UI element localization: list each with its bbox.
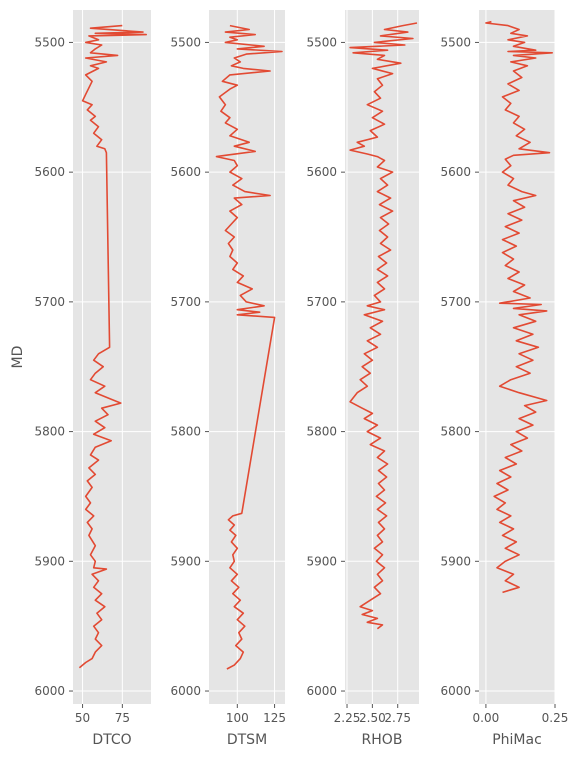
y-tick-label: 6000 <box>170 684 201 698</box>
y-tick-label: 6000 <box>34 684 65 698</box>
y-tick-label: 5700 <box>306 295 337 309</box>
x-tick-label: 100 <box>226 711 249 725</box>
x-tick-label: 2.50 <box>359 711 386 725</box>
panel-background <box>209 10 285 704</box>
y-axis-label: MD <box>10 346 26 369</box>
y-tick-label: 5500 <box>440 35 471 49</box>
x-axis-label: DTSM <box>227 732 267 748</box>
y-tick-label: 5800 <box>34 425 65 439</box>
y-tick-label: 5500 <box>170 35 201 49</box>
x-tick-label: 2.25 <box>334 711 361 725</box>
y-tick-label: 5500 <box>34 35 65 49</box>
y-tick-label: 5700 <box>440 295 471 309</box>
y-tick-label: 5800 <box>440 425 471 439</box>
x-tick-label: 75 <box>115 711 130 725</box>
x-tick-label: 125 <box>263 711 286 725</box>
y-tick-label: 5700 <box>34 295 65 309</box>
panel-dtco: 5500 5600 5700 5800 5900 6000 50 75 DTCO <box>34 10 151 748</box>
panel-background <box>73 10 151 704</box>
series-line-rhob <box>349 22 418 630</box>
series-line-dtsm <box>215 24 283 670</box>
panel-rhob: 5500 5600 5700 5800 5900 6000 2.252.502.75 RHOB <box>306 10 419 748</box>
series-line-phimac <box>485 20 554 594</box>
panel-background <box>345 10 419 704</box>
y-tick-label: 6000 <box>306 684 337 698</box>
y-tick-label: 5800 <box>306 425 337 439</box>
y-tick-label: 5900 <box>170 554 201 568</box>
x-axis-label: PhiMac <box>492 732 542 748</box>
x-tick-label: 0.00 <box>473 711 500 725</box>
x-tick-label: 50 <box>75 711 90 725</box>
y-tick-label: 5600 <box>440 165 471 179</box>
y-tick-label: 5600 <box>170 165 201 179</box>
y-tick-label: 6000 <box>440 684 471 698</box>
x-axis-label: RHOB <box>362 732 403 748</box>
y-tick-label: 5900 <box>440 554 471 568</box>
series-line-dtco <box>78 24 147 669</box>
y-tick-label: 5800 <box>170 425 201 439</box>
panel-dtsm: 5500 5600 5700 5800 5900 6000 100 125 DTSM <box>170 10 286 748</box>
x-tick-label: 0.25 <box>542 711 569 725</box>
panel-background <box>479 10 555 704</box>
y-tick-label: 5500 <box>306 35 337 49</box>
x-axis-label: DTCO <box>92 732 131 748</box>
y-tick-label: 5600 <box>306 165 337 179</box>
y-tick-label: 5900 <box>306 554 337 568</box>
x-tick-label: 2.75 <box>384 711 411 725</box>
y-tick-label: 5900 <box>34 554 65 568</box>
y-tick-label: 5600 <box>34 165 65 179</box>
y-tick-label: 5700 <box>170 295 201 309</box>
